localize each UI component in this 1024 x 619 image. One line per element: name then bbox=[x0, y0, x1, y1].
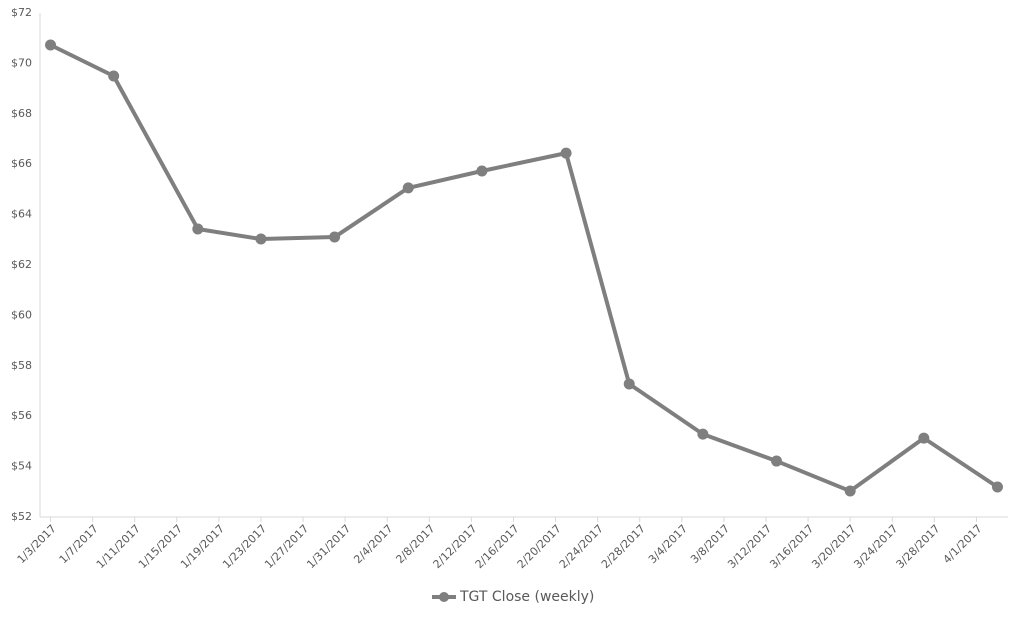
x-tick-label: 2/28/2017 bbox=[599, 522, 648, 571]
x-tick-label: 3/20/2017 bbox=[809, 522, 858, 571]
x-tick-label: 2/8/2017 bbox=[393, 522, 437, 566]
data-point bbox=[255, 233, 267, 245]
y-tick-label: $62 bbox=[11, 258, 32, 271]
x-tick-label: 4/1/2017 bbox=[941, 522, 985, 566]
x-tick-label: 1/23/2017 bbox=[220, 522, 269, 571]
data-point bbox=[844, 485, 856, 497]
data-point bbox=[623, 378, 635, 390]
y-tick-label: $68 bbox=[11, 107, 32, 120]
legend-label: TGT Close (weekly) bbox=[459, 589, 594, 605]
data-point bbox=[192, 223, 204, 235]
legend: TGT Close (weekly) bbox=[432, 589, 594, 605]
data-point bbox=[329, 231, 341, 243]
data-point bbox=[476, 165, 488, 177]
x-tick-label: 1/27/2017 bbox=[262, 522, 311, 571]
x-tick-label: 2/16/2017 bbox=[473, 522, 522, 571]
x-tick-label: 3/12/2017 bbox=[725, 522, 774, 571]
x-tick-label: 2/20/2017 bbox=[515, 522, 564, 571]
y-tick-label: $58 bbox=[11, 359, 32, 372]
y-tick-label: $60 bbox=[11, 308, 32, 321]
y-tick-label: $72 bbox=[11, 6, 32, 19]
data-point bbox=[108, 70, 120, 82]
data-point bbox=[991, 481, 1003, 493]
x-tick-label: 1/11/2017 bbox=[94, 522, 143, 571]
data-point bbox=[771, 455, 783, 467]
x-tick-label: 3/24/2017 bbox=[851, 522, 900, 571]
data-point bbox=[697, 428, 709, 440]
series-line bbox=[49, 43, 999, 494]
x-tick-label: 1/3/2017 bbox=[15, 522, 59, 566]
x-tick-label: 2/12/2017 bbox=[431, 522, 480, 571]
x-tick-label: 3/16/2017 bbox=[767, 522, 816, 571]
x-tick-label: 1/31/2017 bbox=[304, 522, 353, 571]
y-tick-label: $64 bbox=[11, 208, 32, 221]
y-tick-label: $66 bbox=[11, 157, 32, 170]
x-tick-label: 1/7/2017 bbox=[57, 522, 101, 566]
y-tick-label: $70 bbox=[11, 56, 32, 69]
x-tick-label: 1/15/2017 bbox=[136, 522, 185, 571]
x-tick-label: 3/4/2017 bbox=[646, 522, 690, 566]
x-tick-label: 1/19/2017 bbox=[178, 522, 227, 571]
y-tick-label: $52 bbox=[11, 510, 32, 523]
x-tick-label: 2/4/2017 bbox=[351, 522, 395, 566]
y-tick-label: $54 bbox=[11, 460, 32, 473]
data-point bbox=[402, 182, 414, 194]
x-tick-label: 3/8/2017 bbox=[688, 522, 732, 566]
data-point bbox=[45, 39, 57, 51]
y-tick-label: $56 bbox=[11, 409, 32, 422]
data-point bbox=[918, 432, 930, 444]
data-point bbox=[560, 147, 572, 159]
x-tick-label: 3/28/2017 bbox=[894, 522, 943, 571]
x-tick-label: 2/24/2017 bbox=[557, 522, 606, 571]
legend-marker bbox=[439, 592, 449, 602]
